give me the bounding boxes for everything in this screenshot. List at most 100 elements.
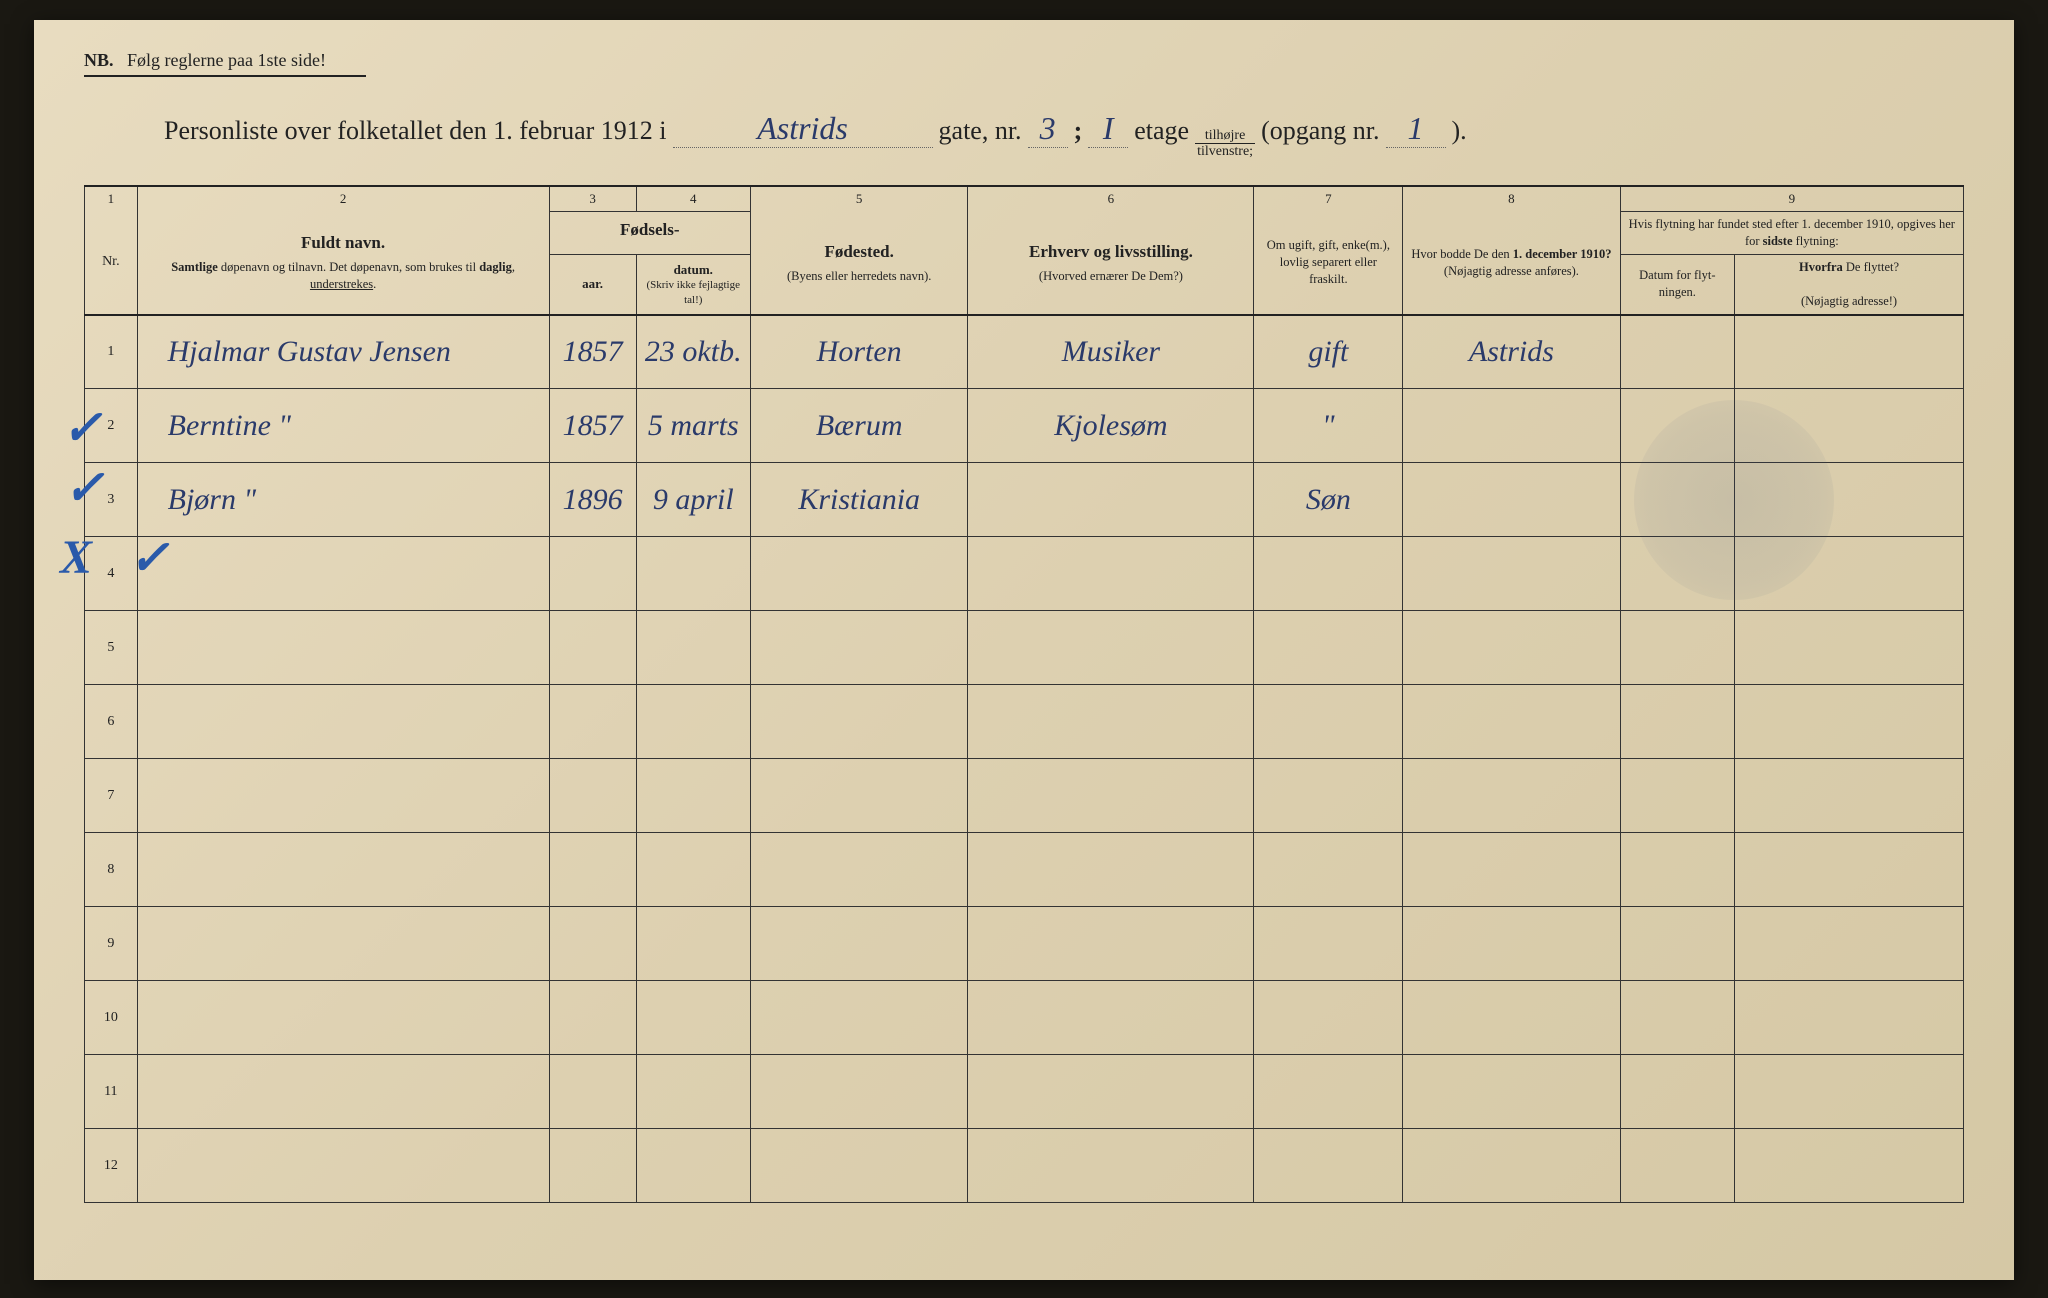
- cell-birthplace: [750, 685, 967, 759]
- cell-date: 23 oktb.: [636, 315, 750, 389]
- cell-marital: [1254, 611, 1403, 685]
- cell-name: [137, 907, 549, 981]
- cell-moved-from: [1735, 315, 1964, 389]
- cell-year: [549, 1055, 636, 1129]
- cell-date: [636, 907, 750, 981]
- cell-marital: Søn: [1254, 463, 1403, 537]
- cell-birthplace: Kristiania: [750, 463, 967, 537]
- cell-birthplace: [750, 537, 967, 611]
- cell-birthplace: Horten: [750, 315, 967, 389]
- cell-year: [549, 759, 636, 833]
- cell-date: [636, 537, 750, 611]
- cell-date: [636, 1055, 750, 1129]
- cell-moved-date: [1620, 907, 1734, 981]
- cell-occupation: [968, 463, 1254, 537]
- header-date: datum. (Skriv ikke fejlagtige tal!): [636, 254, 750, 315]
- cell-name: [137, 537, 549, 611]
- cell-moved-from: [1735, 1055, 1964, 1129]
- cell-birthplace: [750, 1055, 967, 1129]
- gate-label: gate, nr.: [939, 116, 1022, 146]
- cell-date: [636, 685, 750, 759]
- cell-marital: [1254, 1055, 1403, 1129]
- cell-birthplace: [750, 611, 967, 685]
- title-line: Personliste over folketallet den 1. febr…: [164, 110, 1964, 160]
- table-row: 5: [85, 611, 1964, 685]
- header-addr1910: Hvor bodde De den 1. december 1910? (Nøj…: [1403, 211, 1620, 315]
- cell-addr1910: [1403, 833, 1620, 907]
- cell-moved-date: [1620, 315, 1734, 389]
- cell-year: [549, 981, 636, 1055]
- cell-occupation: Musiker: [968, 315, 1254, 389]
- opgang-number: 1: [1386, 110, 1446, 148]
- cell-birthplace: Bærum: [750, 389, 967, 463]
- cell-birthplace: [750, 759, 967, 833]
- census-page: NB. NB. Følg reglerne paa 1ste side! Føl…: [34, 20, 2014, 1280]
- cell-name: Hjalmar Gustav Jensen: [137, 315, 549, 389]
- cell-name: [137, 759, 549, 833]
- row-number: 6: [85, 685, 138, 759]
- title-prefix: Personliste over folketallet den 1. febr…: [164, 116, 667, 146]
- cell-birthplace: [750, 981, 967, 1055]
- row-number: 10: [85, 981, 138, 1055]
- cell-date: [636, 833, 750, 907]
- column-number-row: 1 2 3 4 5 6 7 8 9: [85, 186, 1964, 212]
- cell-addr1910: [1403, 685, 1620, 759]
- header-moved-group: Hvis flytning har fundet sted efter 1. d…: [1620, 211, 1963, 254]
- cell-addr1910: [1403, 907, 1620, 981]
- cell-name: [137, 833, 549, 907]
- cell-moved-date: [1620, 759, 1734, 833]
- cell-occupation: [968, 981, 1254, 1055]
- cell-marital: [1254, 907, 1403, 981]
- cell-name: [137, 685, 549, 759]
- cell-addr1910: [1403, 389, 1620, 463]
- cell-addr1910: [1403, 537, 1620, 611]
- cell-addr1910: [1403, 981, 1620, 1055]
- header-nr: Nr.: [85, 211, 138, 315]
- cell-birthplace: [750, 833, 967, 907]
- cell-birthplace: [750, 1129, 967, 1203]
- etage-label: etage: [1134, 116, 1189, 146]
- cell-date: [636, 611, 750, 685]
- cell-occupation: [968, 537, 1254, 611]
- cell-moved-from: [1735, 759, 1964, 833]
- header-birthplace: Fødested. (Byens eller herredets navn).: [750, 211, 967, 315]
- margin-mark: ✓: [62, 400, 102, 456]
- cell-moved-date: [1620, 1055, 1734, 1129]
- cell-year: [549, 833, 636, 907]
- cell-date: 9 april: [636, 463, 750, 537]
- floor-number: I: [1088, 110, 1128, 148]
- table-row: 6: [85, 685, 1964, 759]
- table-row: 12: [85, 1129, 1964, 1203]
- cell-moved-date: [1620, 833, 1734, 907]
- margin-mark: ✓: [129, 530, 169, 586]
- cell-year: [549, 537, 636, 611]
- cell-year: 1857: [549, 315, 636, 389]
- cell-moved-from: [1735, 1129, 1964, 1203]
- census-table: 1 2 3 4 5 6 7 8 9 Nr. Fuldt navn. Samtli…: [84, 185, 1964, 1204]
- cell-moved-date: [1620, 611, 1734, 685]
- cell-addr1910: Astrids: [1403, 315, 1620, 389]
- cell-marital: [1254, 833, 1403, 907]
- cell-date: [636, 981, 750, 1055]
- cell-addr1910: [1403, 759, 1620, 833]
- cell-marital: [1254, 981, 1403, 1055]
- cell-addr1910: [1403, 463, 1620, 537]
- row-number: 7: [85, 759, 138, 833]
- header-name: Fuldt navn. Samtlige døpenavn og tilnavn…: [137, 211, 549, 315]
- row-number: 1: [85, 315, 138, 389]
- cell-birthplace: [750, 907, 967, 981]
- cell-marital: [1254, 759, 1403, 833]
- cell-moved-from: [1735, 611, 1964, 685]
- cell-addr1910: [1403, 1055, 1620, 1129]
- row-number: 11: [85, 1055, 138, 1129]
- header-year: aar.: [549, 254, 636, 315]
- header-moved-from: Hvorfra De flyttet? (Nøjagtig adresse!): [1735, 254, 1964, 315]
- cell-year: [549, 907, 636, 981]
- cell-addr1910: [1403, 1129, 1620, 1203]
- cell-addr1910: [1403, 611, 1620, 685]
- table-row: 9: [85, 907, 1964, 981]
- cell-moved-date: [1620, 1129, 1734, 1203]
- cell-occupation: [968, 685, 1254, 759]
- margin-mark: ✓: [64, 460, 104, 516]
- cell-moved-from: [1735, 833, 1964, 907]
